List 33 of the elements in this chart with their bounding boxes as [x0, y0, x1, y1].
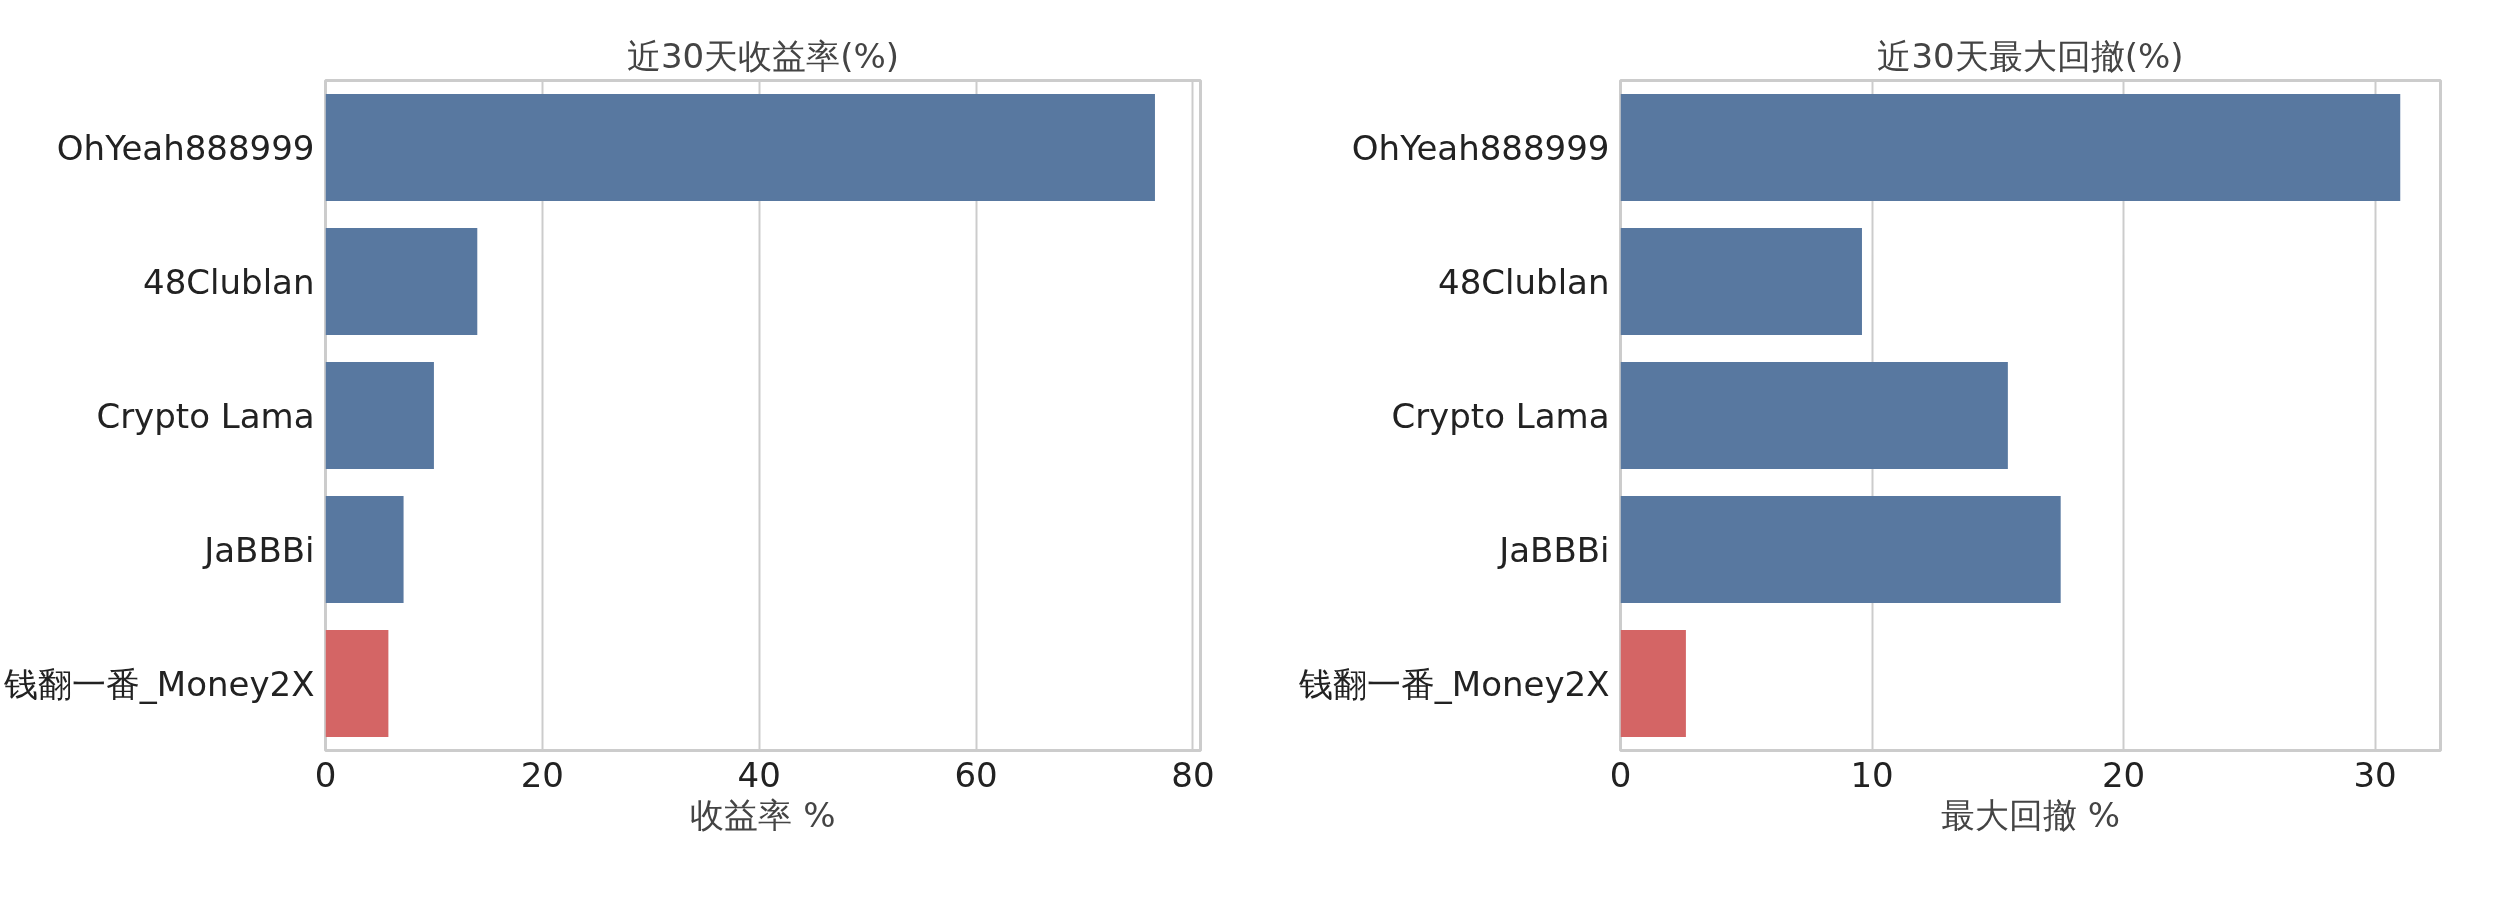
- x-tick-label: 0: [1609, 754, 1632, 795]
- y-tick-label: 48Clublan: [1438, 261, 1610, 302]
- y-tick-label: Crypto Lama: [1391, 395, 1610, 436]
- y-tick-label: OhYeah888999: [1351, 127, 1610, 168]
- x-tick-label: 40: [737, 754, 781, 795]
- bar: [1620, 93, 2401, 202]
- y-tick-label: OhYeah888999: [56, 127, 315, 168]
- bar: [325, 93, 1155, 202]
- y-tick-label: 48Clublan: [143, 261, 315, 302]
- bar: [325, 361, 434, 470]
- x-tick-label: 80: [1171, 754, 1215, 795]
- chart-title: 近30天收益率(%): [626, 35, 900, 76]
- x-axis-title: 最大回撤 %: [1940, 794, 2121, 835]
- y-tick-label: 钱翻一番_Money2X: [2, 663, 315, 704]
- bar: [1620, 495, 2061, 604]
- bar: [325, 495, 404, 604]
- x-tick-label: 20: [520, 754, 564, 795]
- x-tick-label: 20: [2101, 754, 2146, 795]
- y-tick-label: 钱翻一番_Money2X: [1297, 663, 1610, 704]
- y-tick-label: Crypto Lama: [96, 395, 315, 436]
- y-tick-label: JaBBBi: [1497, 529, 1610, 570]
- x-tick-label: 0: [314, 754, 337, 795]
- y-tick-label: JaBBBi: [202, 529, 315, 570]
- bar: [325, 629, 389, 738]
- chart-title: 近30天最大回撤(%): [1877, 35, 2184, 76]
- bar: [1620, 629, 1686, 738]
- bar: [1620, 361, 2008, 470]
- bar: [325, 227, 478, 336]
- x-tick-label: 30: [2353, 754, 2397, 795]
- x-axis-title: 收益率 %: [690, 794, 836, 835]
- bar: [1620, 227, 1862, 336]
- x-tick-label: 60: [954, 754, 998, 795]
- x-tick-label: 10: [1850, 754, 1894, 795]
